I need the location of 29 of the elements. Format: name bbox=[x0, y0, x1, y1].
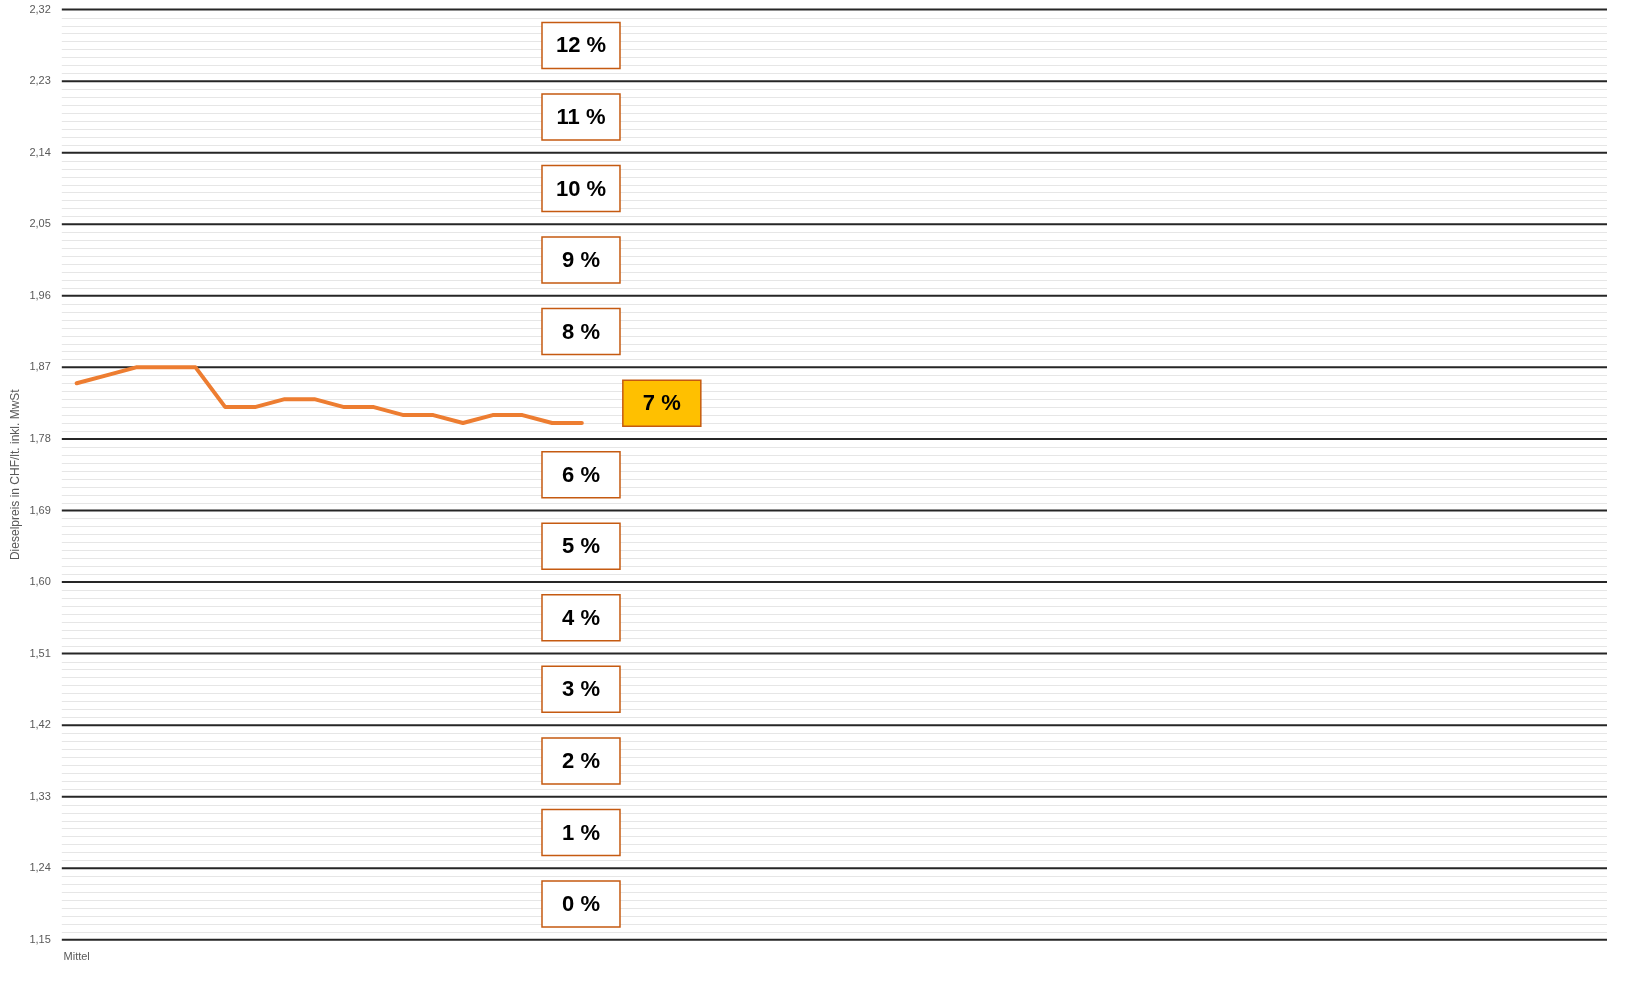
y-axis-title: Dieselpreis in CHF/lt. inkl. MwSt bbox=[7, 388, 22, 561]
annotation: 11 % bbox=[556, 103, 606, 129]
y-tick-label: 1,42 bbox=[29, 718, 51, 731]
annotation: 3 % bbox=[562, 676, 600, 702]
y-tick-label: 2,05 bbox=[29, 217, 51, 230]
annotation: 5 % bbox=[562, 533, 600, 559]
y-tick-label: 1,69 bbox=[29, 503, 51, 516]
annotation: 1 % bbox=[562, 819, 600, 845]
annotation: 9 % bbox=[562, 247, 600, 273]
annotation: 8 % bbox=[562, 318, 600, 344]
y-tick-label: 1,78 bbox=[29, 431, 51, 444]
y-tick-label: 1,87 bbox=[29, 360, 51, 373]
annotation: 2 % bbox=[562, 747, 600, 773]
annotation: 12 % bbox=[555, 32, 607, 58]
annotation: 6 % bbox=[562, 461, 600, 487]
y-tick-label: 1,24 bbox=[29, 861, 51, 874]
annotation: 4 % bbox=[562, 604, 600, 630]
annotation: 10 % bbox=[555, 175, 607, 201]
y-tick-label: 2,23 bbox=[29, 74, 51, 87]
y-tick-label: 2,14 bbox=[29, 145, 51, 158]
y-tick-label: 1,15 bbox=[29, 932, 51, 945]
y-tick-label: 1,33 bbox=[29, 789, 51, 802]
annotation: 0 % bbox=[562, 891, 600, 917]
y-tick-label: 1,60 bbox=[29, 575, 51, 588]
y-tick-label: 1,51 bbox=[29, 646, 51, 659]
y-tick-label: 2,32 bbox=[29, 2, 51, 15]
x-tick-label: Mittel bbox=[63, 950, 90, 963]
y-tick-label: 1,96 bbox=[29, 288, 51, 301]
annotation: 7 % bbox=[642, 390, 681, 416]
